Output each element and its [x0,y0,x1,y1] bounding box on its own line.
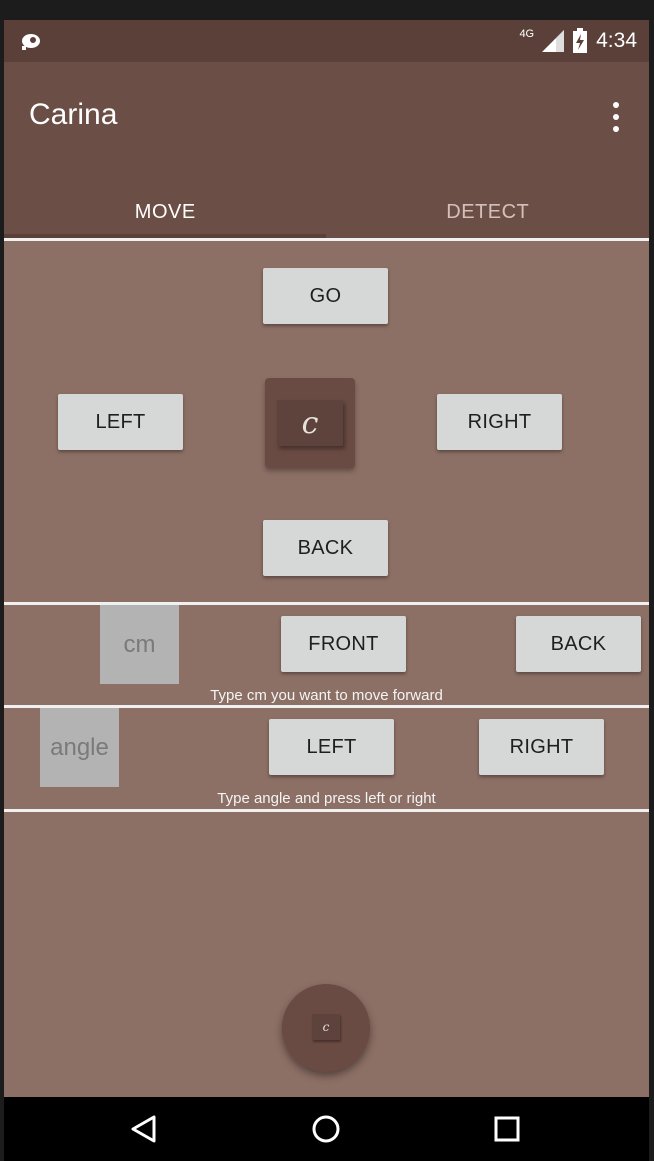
section-divider [4,705,649,708]
tab-detect[interactable]: DETECT [446,200,530,223]
back-triangle-icon[interactable] [128,1113,160,1145]
move-panel: GO LEFT c RIGHT BACK cm FRONT BACK Type … [4,238,649,1097]
tab-indicator [4,234,326,238]
app-bar: Carina MOVE DETECT [4,62,649,238]
device-screen: 4G 4:34 Carina MOVE DETECT [4,20,649,1161]
front-button[interactable]: FRONT [281,616,406,672]
menu-dot [613,126,619,132]
tab-bar: MOVE DETECT [4,186,649,238]
logo-glyph: c [301,405,319,441]
home-circle-icon[interactable] [310,1113,342,1145]
more-vert-icon[interactable] [605,102,627,132]
angle-input[interactable]: angle [40,708,119,787]
clock: 4:34 [596,29,637,52]
system-nav-bar [4,1097,649,1161]
cm-input[interactable]: cm [100,605,179,684]
cast-icon [22,34,40,50]
fab-logo-block: c [312,1014,340,1040]
section-divider [4,602,649,605]
signal-icon [542,30,565,52]
tab-move[interactable]: MOVE [134,200,196,223]
right-button[interactable]: RIGHT [437,394,562,450]
rotate-right-button[interactable]: RIGHT [479,719,604,775]
rotate-left-button[interactable]: LEFT [269,719,394,775]
go-button[interactable]: GO [263,268,388,324]
status-indicators: 4G 4:34 [519,26,637,56]
menu-dot [613,114,619,120]
top-divider [4,238,649,241]
status-bar: 4G 4:34 [4,20,649,62]
floating-action-button[interactable]: c [282,984,370,1072]
distance-back-button[interactable]: BACK [516,616,641,672]
center-logo-block: c [277,400,343,446]
distance-hint: Type cm you want to move forward [210,687,443,704]
menu-dot [613,102,619,108]
recents-square-icon[interactable] [491,1113,523,1145]
battery-icon [573,28,588,53]
section-divider [4,809,649,812]
fab-glyph: c [322,1020,330,1034]
app-title: Carina [29,98,118,131]
center-stop-tile[interactable]: c [265,378,355,468]
back-button[interactable]: BACK [263,520,388,576]
rotation-hint: Type angle and press left or right [217,790,436,807]
network-type-label: 4G [519,28,535,40]
left-button[interactable]: LEFT [58,394,183,450]
